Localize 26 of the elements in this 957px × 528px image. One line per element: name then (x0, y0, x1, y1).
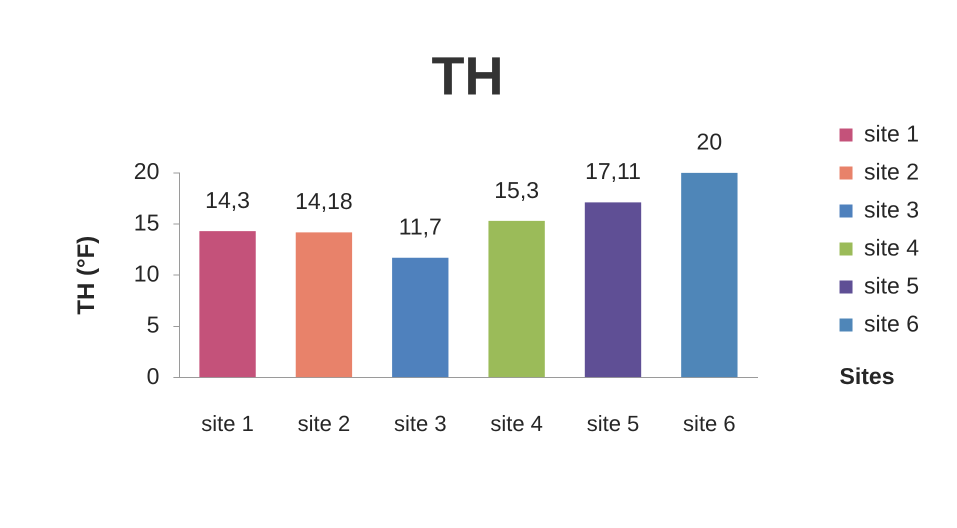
x-tick-label: site 6 (683, 410, 736, 436)
data-label: 20 (696, 128, 722, 155)
legend-label: site 4 (864, 234, 920, 260)
data-label: 14,3 (205, 187, 250, 214)
y-tick-label: 10 (134, 260, 160, 287)
legend-label: site 2 (864, 158, 920, 184)
x-tick-label: site 2 (298, 410, 350, 436)
y-axis-title: TH (°F) (73, 236, 100, 315)
y-tick-label: 0 (146, 362, 160, 389)
legend-label: site 3 (864, 196, 920, 222)
x-tick-label: site 5 (586, 410, 640, 436)
y-tick-label: 5 (146, 312, 160, 338)
y-tick-label: 15 (134, 209, 160, 236)
x-tick-label: site 1 (201, 410, 254, 436)
legend-label: site 5 (864, 272, 920, 298)
data-label: 14,18 (295, 188, 353, 214)
chart-title: TH (432, 46, 504, 106)
data-label: 17,11 (585, 158, 641, 184)
data-label: 15,3 (494, 176, 540, 203)
legend-label: site 1 (864, 120, 920, 146)
y-tick-label: 20 (134, 158, 160, 184)
x-tick-label: site 4 (490, 410, 543, 436)
legend-label: site 6 (864, 310, 920, 336)
x-axis-title: Sites (840, 362, 895, 389)
x-tick-label: site 3 (394, 410, 447, 436)
data-label: 11,7 (398, 214, 442, 240)
